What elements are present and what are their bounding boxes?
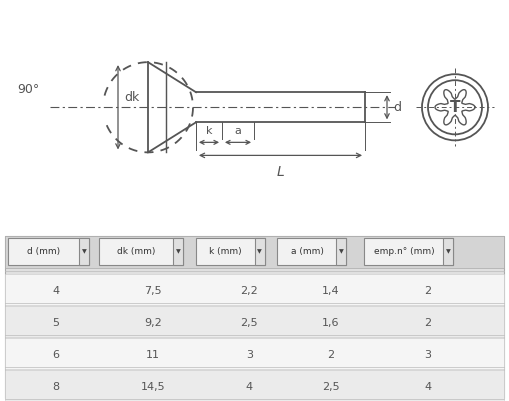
FancyBboxPatch shape — [254, 239, 265, 265]
Text: k (mm): k (mm) — [209, 247, 242, 256]
Text: 14,5: 14,5 — [140, 382, 165, 392]
Text: ▼: ▼ — [81, 249, 87, 254]
Text: 2,2: 2,2 — [241, 286, 258, 296]
Text: k: k — [206, 126, 212, 136]
Text: a (mm): a (mm) — [291, 247, 324, 256]
FancyBboxPatch shape — [277, 239, 346, 265]
FancyBboxPatch shape — [5, 274, 504, 305]
Text: 2: 2 — [327, 350, 334, 360]
FancyBboxPatch shape — [79, 239, 89, 265]
Text: 4: 4 — [246, 382, 253, 392]
Text: 4: 4 — [52, 286, 60, 296]
Text: 1,4: 1,4 — [322, 286, 340, 296]
FancyBboxPatch shape — [443, 239, 453, 265]
Text: 4: 4 — [424, 382, 431, 392]
Text: 9,2: 9,2 — [144, 318, 161, 328]
Text: ▼: ▼ — [338, 249, 344, 254]
FancyBboxPatch shape — [5, 306, 504, 337]
FancyBboxPatch shape — [196, 239, 265, 265]
Text: emp.n° (mm): emp.n° (mm) — [374, 247, 434, 256]
Text: 8: 8 — [52, 382, 60, 392]
Text: 6: 6 — [52, 350, 60, 360]
Text: ▼: ▼ — [176, 249, 181, 254]
Text: d: d — [393, 101, 401, 114]
Text: 2: 2 — [424, 286, 431, 296]
Text: 2: 2 — [424, 318, 431, 328]
Text: 1,6: 1,6 — [322, 318, 340, 328]
Text: a: a — [235, 126, 241, 136]
FancyBboxPatch shape — [99, 239, 183, 265]
Text: d (mm): d (mm) — [27, 247, 61, 256]
FancyBboxPatch shape — [5, 236, 504, 268]
Text: dk (mm): dk (mm) — [118, 247, 156, 256]
Text: 2,5: 2,5 — [241, 318, 258, 328]
Text: 5: 5 — [52, 318, 60, 328]
Text: 11: 11 — [146, 350, 160, 360]
Text: 3: 3 — [424, 350, 431, 360]
FancyBboxPatch shape — [336, 239, 346, 265]
Text: 2,5: 2,5 — [322, 382, 340, 392]
Text: 7,5: 7,5 — [144, 286, 161, 296]
FancyBboxPatch shape — [173, 239, 183, 265]
FancyBboxPatch shape — [8, 239, 89, 265]
FancyBboxPatch shape — [364, 239, 453, 265]
FancyBboxPatch shape — [5, 338, 504, 369]
FancyBboxPatch shape — [5, 236, 504, 398]
Text: 3: 3 — [246, 350, 253, 360]
Text: 90°: 90° — [17, 83, 39, 96]
FancyBboxPatch shape — [5, 370, 504, 401]
Text: T: T — [450, 100, 460, 115]
Text: ▼: ▼ — [257, 249, 262, 254]
Text: dk: dk — [124, 91, 139, 104]
Text: ▼: ▼ — [445, 249, 450, 254]
Text: L: L — [276, 165, 285, 179]
